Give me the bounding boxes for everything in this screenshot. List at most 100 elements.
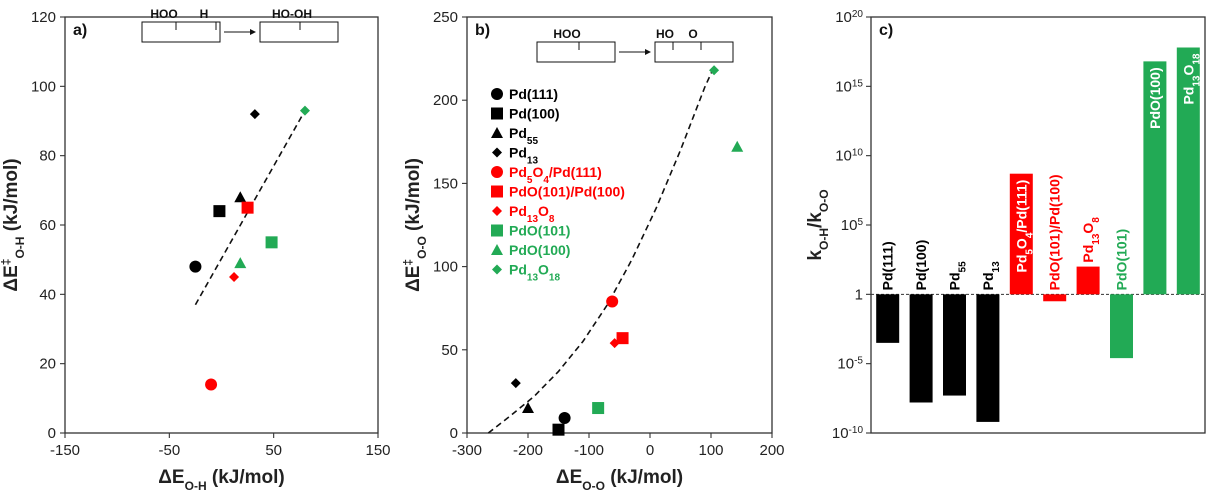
legend-marker: [491, 88, 503, 100]
y-tick-label: 1015: [835, 78, 863, 96]
bar-label: Pd(100): [913, 240, 929, 291]
y-axis-label: kO-H/kO-O: [805, 189, 831, 260]
y-axis-label: ΔE‡O-H (kJ/mol): [0, 158, 27, 291]
y-tick-label: 105: [841, 217, 864, 235]
data-point: [241, 201, 254, 214]
reaction-diagram: HOO HO O: [536, 27, 734, 63]
data-point: [249, 109, 260, 120]
trend-line: [487, 66, 715, 434]
y-tick-label: 200: [433, 92, 458, 109]
bar-label: PdO(101): [1114, 229, 1130, 290]
bar: [1076, 266, 1100, 295]
data-point: [522, 402, 534, 414]
x-axis-label: ΔEO-O (kJ/mol): [556, 467, 683, 493]
legend-marker: [491, 244, 503, 255]
bar: [909, 294, 933, 403]
diagram-label: O: [688, 27, 697, 41]
x-tick-label: 150: [365, 442, 390, 459]
y-tick-label: 60: [39, 217, 56, 234]
legend-marker: [491, 166, 503, 178]
panel-label: a): [73, 22, 87, 39]
data-point: [234, 257, 247, 269]
data-point: [558, 412, 571, 425]
diagram-label: HOO: [150, 7, 177, 21]
data-point: [606, 295, 619, 308]
diagram-label: H: [200, 7, 209, 21]
bar: [1009, 173, 1033, 295]
legend-entry: PdO(100): [509, 242, 570, 258]
y-tick-label: 50: [441, 342, 458, 359]
legend-entry: Pd13O8: [509, 203, 555, 225]
data-point: [731, 140, 744, 152]
data-point: [234, 191, 247, 203]
y-tick-label: 0: [48, 425, 56, 442]
x-axis-label: ΔEO-H (kJ/mol): [158, 467, 284, 493]
bar: [876, 294, 900, 343]
bar-label: Pd(111): [880, 241, 896, 290]
y-tick-label: 250: [433, 9, 458, 26]
data-point: [609, 338, 620, 349]
x-tick-label: -100: [574, 442, 604, 459]
reaction-diagram: HOO H HO-OH: [141, 7, 339, 43]
x-tick-label: -300: [452, 442, 482, 459]
y-tick-label: 150: [433, 175, 458, 192]
data-point: [213, 205, 226, 218]
data-point: [709, 65, 720, 76]
x-tick-label: 200: [759, 442, 784, 459]
y-tick-label: 10-5: [837, 355, 863, 373]
legend-marker: [492, 147, 502, 158]
bar: [1110, 294, 1133, 359]
x-tick-label: -50: [158, 442, 180, 459]
legend: Pd(111)Pd(100)Pd55Pd13Pd5O4/Pd(111)PdO(1…: [491, 86, 625, 283]
bar-label: Pd13O8: [1080, 217, 1102, 263]
bar: [1043, 294, 1067, 302]
data-point: [265, 236, 278, 249]
panel-label: b): [475, 22, 490, 39]
x-tick-label: 0: [646, 442, 654, 459]
panel-b: -300 -200 -100 0 100 200 0 50 100 150 200 250 b) ΔE‡O…: [401, 9, 785, 493]
bar: [1143, 61, 1167, 295]
legend-marker: [491, 224, 503, 237]
x-tick-label: 100: [698, 442, 723, 459]
y-tick-label: 10-10: [832, 425, 864, 443]
bar: [1176, 47, 1200, 295]
legend-marker: [491, 127, 503, 138]
y-tick-label: 80: [39, 148, 56, 165]
data-point: [552, 423, 565, 436]
y-tick-label: 1010: [835, 147, 863, 165]
legend-entry: Pd13O18: [509, 262, 560, 284]
legend-entry: Pd(111): [509, 86, 558, 102]
bar-label: Pd13O18: [1180, 53, 1202, 104]
x-tick-label: 50: [265, 442, 282, 459]
y-tick-label: 1: [855, 286, 863, 303]
legend-entry: Pd13: [509, 145, 538, 167]
data-point: [189, 260, 202, 273]
diagram-label: HOO: [553, 27, 580, 41]
x-tick-label: -150: [50, 442, 80, 459]
bar-label: Pd5O4/Pd(111): [1013, 180, 1035, 273]
bar: [943, 294, 966, 396]
x-tick-label: -200: [513, 442, 543, 459]
legend-marker: [491, 185, 503, 198]
plot-frame: [466, 16, 773, 434]
data-point: [299, 105, 310, 116]
panel-label: c): [879, 22, 893, 39]
data-point: [205, 378, 218, 391]
data-point: [510, 378, 521, 389]
legend-entry: Pd(100): [509, 106, 560, 122]
bar-label: Pd13: [980, 261, 1002, 290]
legend-entry: Pd5O4/Pd(111): [509, 164, 602, 186]
bar-label: Pd55: [947, 261, 969, 290]
data-point: [229, 272, 240, 282]
panel-a: -150 -50 50 150 0 20 40 60 80 100 120 a) ΔE‡O-H (kJ/…: [0, 7, 391, 493]
legend-entry: PdO(101)/Pd(100): [509, 184, 625, 200]
legend-entry: PdO(101): [509, 223, 570, 239]
data-point: [592, 402, 605, 415]
legend-marker: [491, 107, 503, 120]
y-tick-label: 40: [39, 286, 56, 303]
panel-c: 10-10 10-5 1 105 1010 1015 1020 c) Pd(111) Pd(100…: [805, 9, 1206, 443]
bar-label: PdO(100): [1147, 67, 1163, 128]
legend-marker: [492, 264, 502, 275]
y-axis-label: ΔE‡O-O (kJ/mol): [401, 158, 429, 292]
